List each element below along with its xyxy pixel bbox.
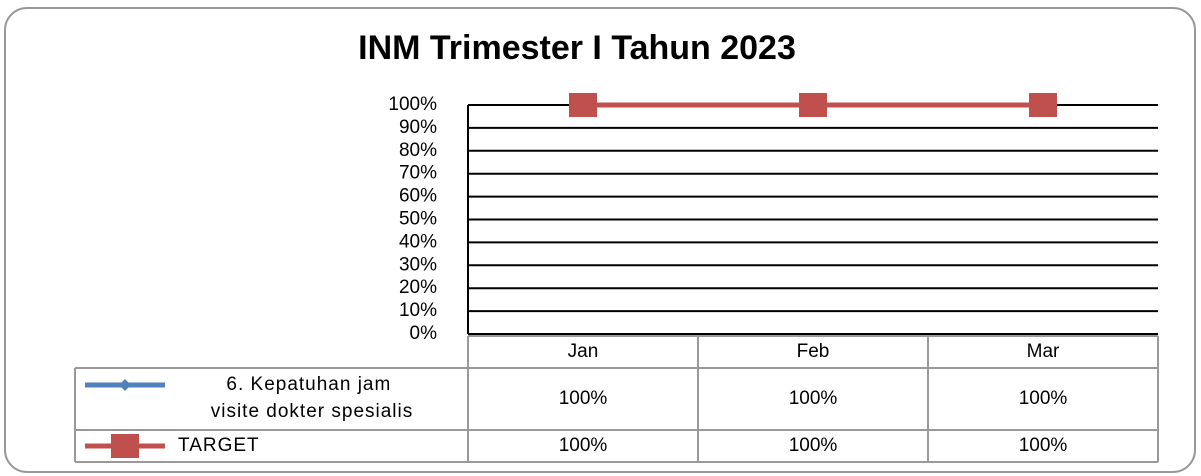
marker [119, 379, 131, 391]
y-tick-label: 20% [399, 277, 437, 298]
y-tick-label: 90% [399, 117, 437, 138]
legend-label: TARGET [178, 435, 260, 456]
y-tick-label: 0% [410, 323, 438, 344]
y-tick-label: 100% [388, 94, 437, 115]
marker [799, 93, 827, 117]
table-value: 100% [559, 388, 608, 409]
marker [111, 434, 139, 458]
y-tick-label: 40% [399, 231, 437, 252]
legend-label-line: visite dokter spesialis [211, 401, 414, 422]
x-tick-label: Mar [1027, 341, 1060, 362]
table-value: 100% [559, 435, 608, 456]
marker [569, 93, 597, 117]
table-value: 100% [1019, 388, 1068, 409]
legend-label: 6. Kepatuhan jam visite dokter spesialis [211, 374, 414, 422]
table-value: 100% [789, 388, 838, 409]
chart-border [4, 7, 1196, 473]
marker [1029, 93, 1057, 117]
y-tick-label: 10% [399, 300, 437, 321]
x-tick-label: Feb [797, 341, 830, 362]
chart-title: INM Trimester I Tahun 2023 [358, 29, 796, 67]
y-tick-label: 80% [399, 140, 437, 161]
legend-label-line: 6. Kepatuhan jam [226, 374, 397, 395]
y-tick-label: 60% [399, 186, 437, 207]
table-value: 100% [1019, 435, 1068, 456]
y-tick-label: 70% [399, 163, 437, 184]
x-tick-label: Jan [568, 341, 599, 362]
y-tick-label: 50% [399, 209, 437, 230]
table-value: 100% [789, 435, 838, 456]
y-tick-label: 30% [399, 254, 437, 275]
